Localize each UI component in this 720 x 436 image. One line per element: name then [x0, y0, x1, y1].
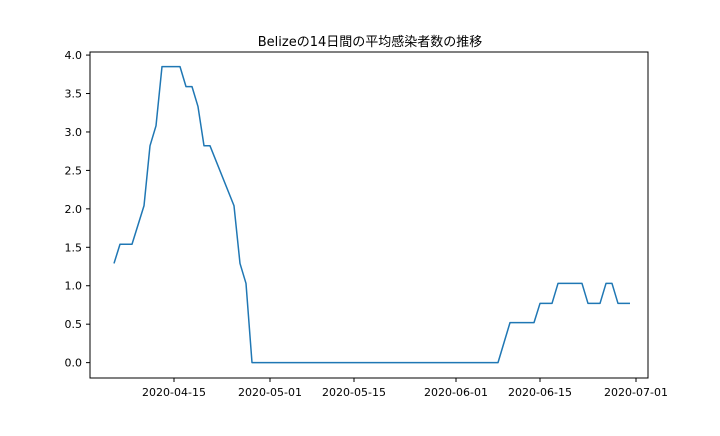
plot-frame — [89, 51, 649, 379]
x-tick-label: 2020-07-01 — [604, 386, 668, 399]
y-axis: 0.0 0.5 1.0 1.5 2.0 2.5 3.0 3.5 4.0 — [65, 49, 90, 370]
x-tick-label: 2020-04-15 — [142, 386, 206, 399]
x-tick-label: 2020-05-15 — [322, 386, 386, 399]
y-tick-label: 2.5 — [65, 164, 83, 177]
y-tick-label: 1.0 — [65, 280, 83, 293]
x-tick-label: 2020-06-15 — [508, 386, 572, 399]
y-tick-label: 3.5 — [65, 88, 83, 101]
y-tick-label: 0.5 — [65, 318, 83, 331]
y-tick-label: 3.0 — [65, 126, 83, 139]
series-line — [113, 65, 630, 364]
y-tick-label: 2.0 — [65, 203, 83, 216]
x-axis: 2020-04-15 2020-05-01 2020-05-15 2020-06-01… — [142, 378, 668, 399]
y-tick-label: 0.0 — [65, 357, 83, 370]
chart-title: Belizeの14日間の平均感染者数の推移 — [258, 34, 483, 50]
x-tick-label: 2020-06-01 — [424, 386, 488, 399]
y-tick-label: 4.0 — [65, 49, 83, 62]
series-layer — [113, 65, 630, 364]
x-tick-label: 2020-05-01 — [238, 386, 302, 399]
y-tick-label: 1.5 — [65, 241, 83, 254]
